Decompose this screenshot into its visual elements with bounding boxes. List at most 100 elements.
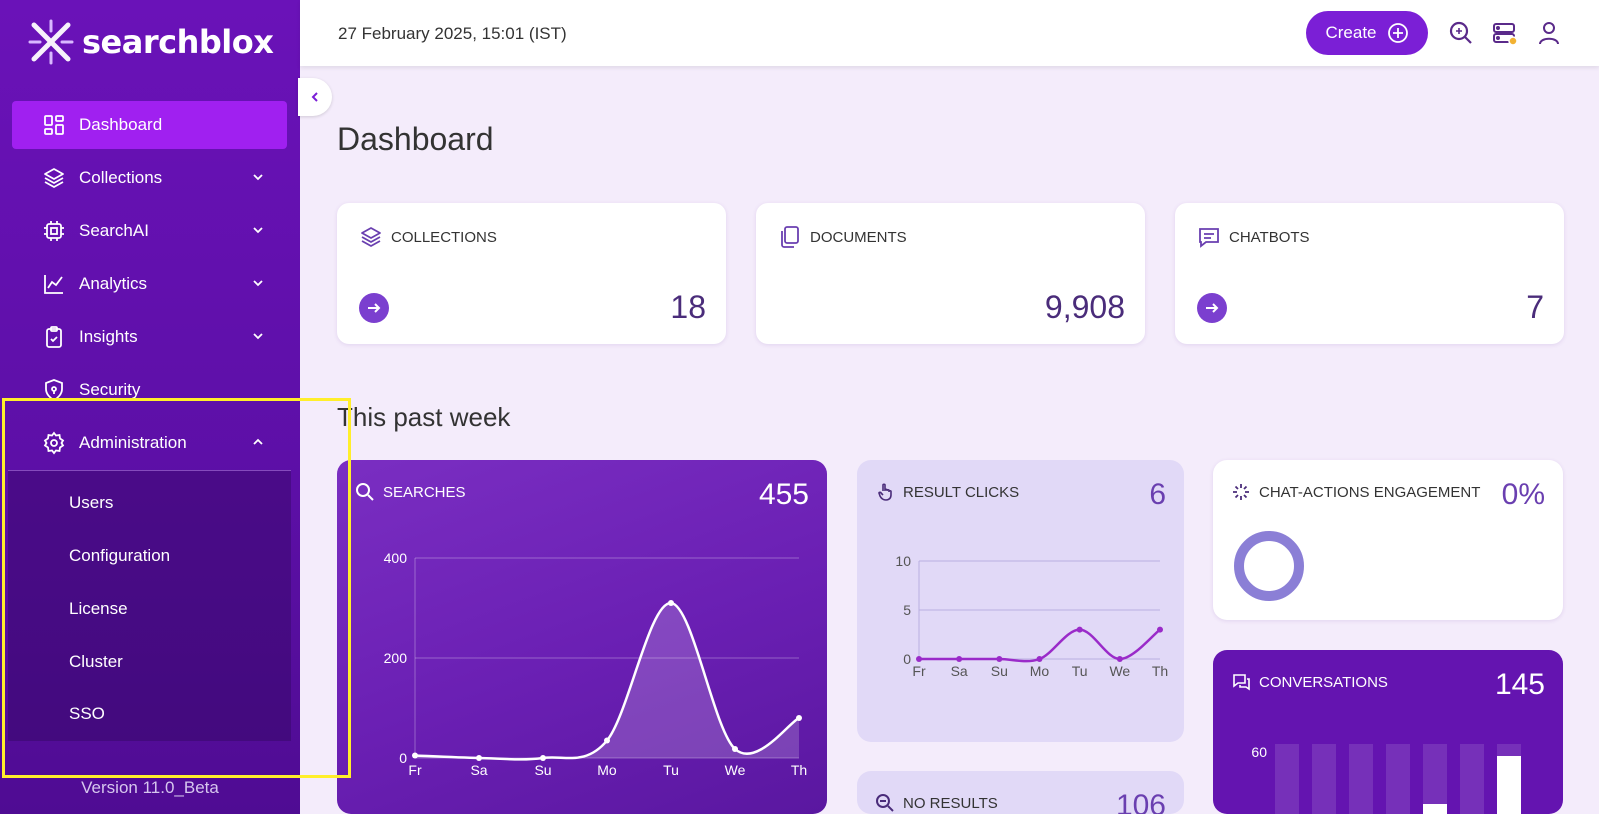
- sidebar-item-collections[interactable]: Collections: [12, 154, 287, 202]
- card-label: CHAT-ACTIONS ENGAGEMENT: [1259, 483, 1481, 501]
- y-tick-label: 400: [384, 550, 408, 566]
- page-title: Dashboard: [337, 121, 494, 157]
- chevron-up-icon: [253, 438, 263, 445]
- brand-name: searchblox: [82, 23, 274, 61]
- sidebar-item-label: Security: [79, 380, 141, 399]
- sidebar-item-label: Analytics: [79, 274, 148, 293]
- bar-background: [1275, 744, 1299, 814]
- card-label: RESULT CLICKS: [903, 483, 1020, 501]
- create-button[interactable]: Create: [1306, 11, 1428, 55]
- sidebar-item-label: Administration: [79, 433, 187, 452]
- card-label: CONVERSATIONS: [1259, 673, 1388, 691]
- data-point: [412, 752, 418, 759]
- open-chatbots-button[interactable]: [1197, 293, 1227, 323]
- stat-value: 18: [670, 289, 706, 325]
- x-tick-label: Sa: [470, 762, 487, 778]
- collapse-sidebar-button[interactable]: [298, 78, 332, 116]
- search-icon: [356, 483, 374, 501]
- sidebar-item-dashboard[interactable]: Dashboard: [12, 101, 287, 149]
- y-tick-label: 0: [903, 651, 911, 667]
- chevron-down-icon: [253, 333, 263, 340]
- top-bar: 27 February 2025, 15:01 (IST) Create: [300, 0, 1599, 66]
- current-datetime: 27 February 2025, 15:01 (IST): [338, 24, 567, 43]
- plus-circle-icon: [1387, 23, 1408, 43]
- card-value: 6: [1149, 478, 1166, 511]
- search-icon[interactable]: [1448, 20, 1474, 46]
- no-results-card: NO RESULTS 106: [857, 771, 1184, 814]
- stat-card-collections: COLLECTIONS 18: [337, 203, 726, 344]
- y-tick-label: 60: [1251, 744, 1267, 760]
- search-minus-icon: [876, 794, 894, 812]
- searches-card: SEARCHES 455 0 200 400 Fr Sa Su Mo Tu We Th: [337, 460, 827, 814]
- conversations-card: CONVERSATIONS 145 60: [1213, 650, 1563, 814]
- documents-icon: [781, 226, 799, 248]
- sidebar-item-label: Collections: [79, 168, 163, 187]
- x-tick-label: Th: [791, 762, 807, 778]
- stat-label: DOCUMENTS: [810, 228, 907, 246]
- searchblox-logo-icon: [28, 19, 74, 65]
- stat-card-documents: DOCUMENTS 9,908: [756, 203, 1145, 344]
- server-status-icon[interactable]: [1492, 20, 1518, 46]
- engagement-donut: [1234, 531, 1304, 601]
- submenu-item-cluster[interactable]: Cluster: [69, 652, 123, 671]
- highlight-box: [2, 398, 351, 778]
- data-point: [1157, 626, 1163, 633]
- stat-label: COLLECTIONS: [391, 228, 497, 246]
- y-tick-label: 200: [384, 650, 408, 666]
- result-clicks-chart: 0 5 10 Fr Sa Su Mo Tu We Th: [895, 553, 1168, 679]
- card-value: 106: [1115, 789, 1166, 814]
- chevron-left-icon: [311, 92, 318, 102]
- chip-icon: [44, 221, 64, 241]
- conversations-chart: 60: [1251, 744, 1521, 814]
- data-point: [540, 755, 546, 761]
- x-tick-label: Su: [534, 762, 551, 778]
- sidebar-item-administration[interactable]: Administration: [12, 419, 287, 467]
- logo[interactable]: searchblox: [28, 18, 274, 66]
- x-tick-label: Su: [991, 663, 1008, 679]
- card-value: 145: [1494, 668, 1545, 701]
- sidebar: searchblox Dashboard Collections SearchA…: [0, 0, 300, 814]
- sidebar-item-insights[interactable]: Insights: [12, 313, 287, 361]
- stat-label: CHATBOTS: [1229, 228, 1310, 246]
- x-tick-label: Fr: [408, 762, 422, 778]
- sidebar-item-searchai[interactable]: SearchAI: [12, 207, 287, 255]
- submenu-item-sso[interactable]: SSO: [69, 704, 105, 723]
- analytics-icon: [44, 275, 63, 294]
- card-value: 0%: [1501, 478, 1545, 511]
- bar-background: [1312, 744, 1336, 814]
- submenu-item-users[interactable]: Users: [69, 493, 114, 512]
- chat-icon: [1199, 228, 1219, 248]
- card-label: SEARCHES: [383, 483, 466, 501]
- x-tick-label: Tu: [663, 762, 679, 778]
- sidebar-item-label: Insights: [79, 327, 138, 346]
- stat-card-chatbots: CHATBOTS 7: [1175, 203, 1564, 344]
- bar-background: [1349, 744, 1373, 814]
- sidebar-item-analytics[interactable]: Analytics: [12, 260, 287, 308]
- x-tick-label: Sa: [951, 663, 968, 679]
- chevron-down-icon: [253, 227, 263, 234]
- x-tick-label: Th: [1152, 663, 1168, 679]
- layers-icon: [44, 168, 64, 188]
- series-line: [414, 601, 800, 761]
- x-tick-label: Tu: [1072, 663, 1088, 679]
- dashboard-icon: [44, 115, 64, 135]
- data-point: [668, 600, 674, 606]
- y-tick-label: 0: [399, 750, 407, 766]
- chevron-down-icon: [253, 280, 263, 287]
- submenu-item-license[interactable]: License: [69, 599, 128, 618]
- section-heading-week: This past week: [337, 402, 511, 432]
- user-icon[interactable]: [1536, 20, 1562, 46]
- data-point: [916, 656, 922, 662]
- bar-background: [1460, 744, 1484, 814]
- bar: [1423, 804, 1447, 814]
- data-point: [1076, 626, 1083, 633]
- x-tick-label: We: [1109, 663, 1130, 679]
- chat-actions-engagement-card: CHAT-ACTIONS ENGAGEMENT 0%: [1213, 460, 1563, 620]
- create-button-label: Create: [1325, 23, 1377, 42]
- data-point: [796, 715, 802, 721]
- submenu-item-configuration[interactable]: Configuration: [69, 546, 171, 565]
- stat-value: 7: [1526, 289, 1544, 325]
- layers-icon: [361, 227, 381, 247]
- open-collections-button[interactable]: [359, 293, 389, 323]
- version-label: Version 11.0_Beta: [81, 778, 219, 797]
